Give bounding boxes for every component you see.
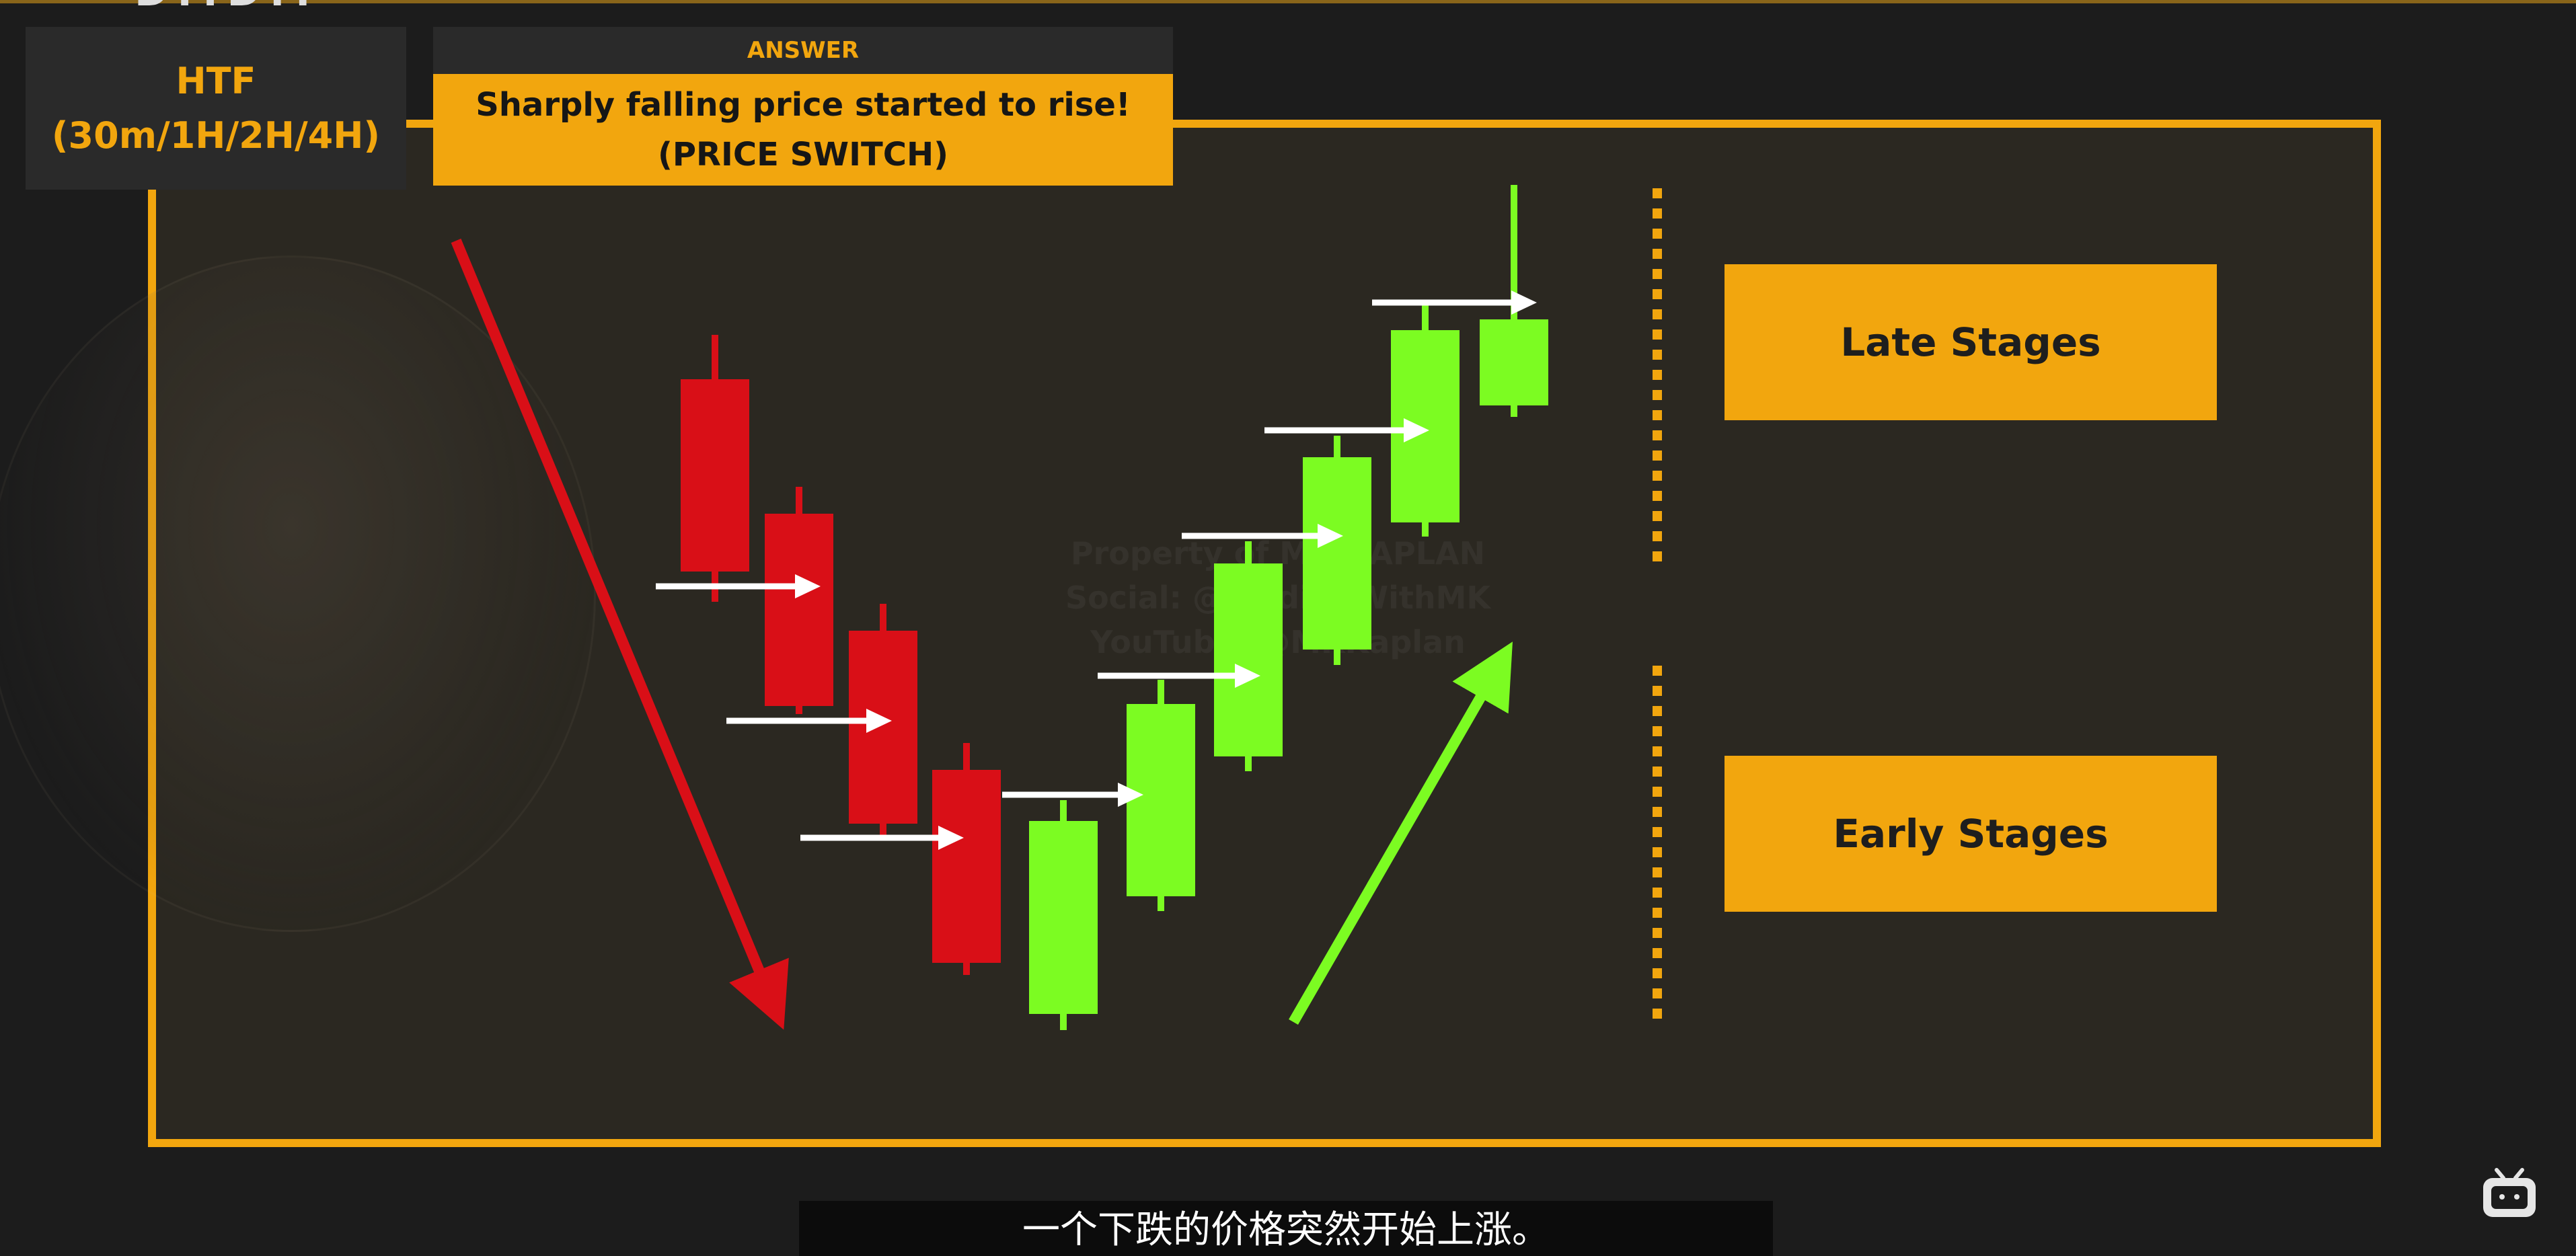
candle-body — [849, 631, 917, 824]
candle-6 — [1127, 680, 1195, 911]
candle-body — [1029, 821, 1098, 1014]
answer-label: ANSWER — [433, 27, 1173, 74]
candle-2 — [765, 487, 833, 714]
candle-7 — [1214, 541, 1283, 771]
arrow-up-right-icon — [1289, 641, 1513, 1025]
top-accent-strip — [0, 0, 2576, 3]
level-arrow-6 — [1182, 524, 1343, 548]
answer-banner: Sharply falling price started to rise! (… — [433, 74, 1173, 186]
candle-8 — [1303, 436, 1371, 665]
arrow-head — [1511, 290, 1537, 315]
timeframe-values: (30m/1H/2H/4H) — [51, 114, 381, 157]
level-arrow-4 — [1002, 783, 1143, 807]
presenter-avatar — [0, 256, 596, 932]
candle-body — [932, 770, 1001, 963]
arrow-down-right-icon — [451, 238, 789, 1030]
arrow-head — [1235, 664, 1260, 688]
level-arrow-5 — [1098, 664, 1260, 688]
subtitle-text: 一个下跌的价格突然开始上涨。 — [1022, 1208, 1550, 1252]
candle-body — [1303, 457, 1371, 650]
level-arrow-8 — [1372, 290, 1537, 315]
candle-body — [1127, 704, 1195, 896]
candle-3 — [849, 604, 917, 840]
arrow-head — [1318, 524, 1343, 548]
answer-line-2: (PRICE SWITCH) — [657, 136, 949, 173]
arrow-head — [866, 709, 892, 733]
candle-body — [681, 379, 749, 572]
subtitle-bar: 一个下跌的价格突然开始上涨。 — [799, 1201, 1773, 1256]
candle-body — [1480, 319, 1548, 405]
answer-line-1: Sharply falling price started to rise! — [476, 85, 1131, 124]
channel-logo: DMDM — [135, 0, 605, 9]
candle-body — [1214, 563, 1283, 756]
timeframe-title: HTF — [176, 60, 256, 102]
candle-9 — [1391, 305, 1460, 537]
level-arrow-7 — [1264, 418, 1429, 442]
late-stages-box: Late Stages — [1725, 264, 2217, 420]
arrow-head — [938, 826, 964, 850]
candle-body — [765, 514, 833, 706]
level-arrow-2 — [726, 709, 892, 733]
early-stages-label: Early Stages — [1833, 811, 2109, 857]
late-stages-label: Late Stages — [1840, 319, 2101, 365]
arrow-head — [1118, 783, 1143, 807]
timeframe-label: HTF (30m/1H/2H/4H) — [26, 27, 406, 190]
candle-1 — [681, 335, 749, 602]
tv-logo-icon[interactable] — [2480, 1167, 2538, 1221]
candle-5 — [1029, 800, 1098, 1030]
early-stages-box: Early Stages — [1725, 756, 2217, 912]
candle-body — [1391, 330, 1460, 522]
level-arrow-3 — [800, 826, 964, 850]
level-arrow-1 — [656, 574, 821, 598]
candle-4 — [932, 743, 1001, 975]
arrow-head — [795, 574, 821, 598]
arrow-head — [1404, 418, 1429, 442]
